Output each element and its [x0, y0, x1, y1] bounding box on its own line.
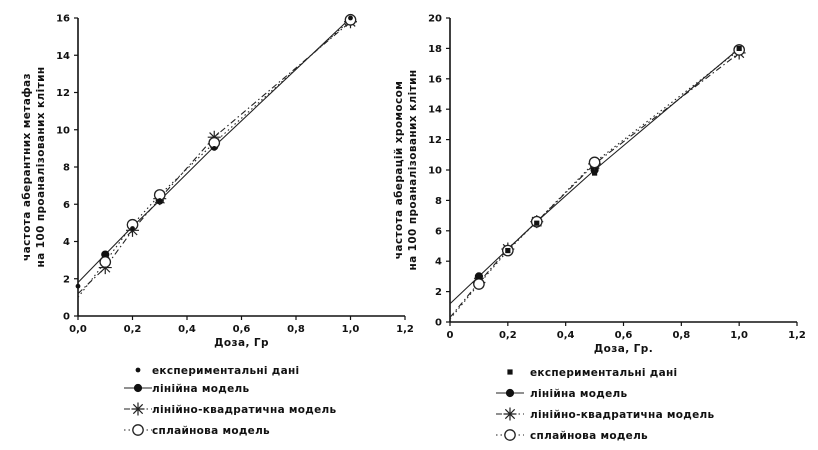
y-tick-label: 16 — [428, 74, 442, 85]
x-tick-label: 0,4 — [557, 330, 575, 341]
y-axis-label-line2: на 100 проаналізованих клітин — [35, 66, 47, 267]
y-tick-label: 8 — [435, 196, 442, 207]
x-tick-label: 0,4 — [178, 324, 196, 335]
y-tick-label: 0 — [435, 318, 442, 329]
x-tick-label: 0,2 — [124, 324, 142, 335]
legend-item: сплайнова модель — [124, 424, 270, 437]
x-tick-label: 1,2 — [396, 324, 414, 335]
legend-marker — [503, 407, 517, 421]
legend: експериментальні дані лінійна модель ліній… — [496, 367, 714, 442]
series-line — [449, 52, 740, 318]
y-tick-label: 10 — [56, 125, 70, 136]
y-axis-label-line1: частота аберацій хромосом — [393, 81, 405, 260]
legend-label: лінійна модель — [530, 388, 627, 400]
x-tick-label: 0,0 — [69, 324, 87, 335]
legend-item: лінійна модель — [496, 388, 627, 400]
legend-label: сплайнова модель — [152, 425, 270, 437]
legend-label: експериментальні дані — [152, 365, 299, 377]
x-tick-label: 1,2 — [788, 330, 806, 341]
experimental-point — [591, 170, 598, 176]
y-tick-label: 12 — [56, 88, 70, 99]
legend-marker — [507, 369, 513, 375]
legend-marker — [135, 367, 141, 373]
data-point — [588, 156, 601, 169]
legend-label: експериментальні дані — [530, 367, 677, 379]
x-tick-label: 0,8 — [287, 324, 305, 335]
legend-item: лінійно-квадратична модель — [124, 402, 336, 416]
x-tick-label: 0,8 — [672, 330, 690, 341]
experimental-point — [476, 273, 482, 279]
experimental-point — [102, 252, 108, 257]
y-tick-label: 2 — [63, 274, 70, 285]
y-tick-label: 4 — [63, 237, 70, 248]
legend-label: лінійно-квадратична модель — [152, 404, 336, 416]
experimental-point — [736, 45, 742, 51]
y-tick-label: 0 — [63, 312, 70, 323]
data-point — [99, 256, 112, 268]
legend-label: лінійно-квадратична модель — [530, 409, 714, 421]
experimental-point — [505, 247, 511, 254]
series-line — [449, 49, 740, 320]
series-line — [77, 21, 351, 295]
x-tick-label: 0,2 — [499, 330, 517, 341]
experimental-point — [348, 15, 353, 21]
chart-right: 0 0,2 0,4 0,6 0,8 1,0 1,2 0 2 4 6 8 10 12 14 16 18 20 Доза… — [393, 14, 806, 443]
legend-label: сплайнова модель — [530, 430, 648, 442]
y-tick-label: 20 — [428, 14, 442, 25]
y-tick-label: 16 — [56, 14, 70, 25]
chart-left: 0,0 0,2 0,4 0,6 0,8 1,0 1,2 0 2 4 6 8 10 12 14 16 Доза, … — [21, 14, 414, 438]
y-tick-label: 4 — [435, 257, 442, 268]
y-tick-label: 8 — [63, 163, 70, 174]
legend-label: лінійна модель — [152, 383, 249, 395]
legend-marker — [132, 424, 144, 436]
legend-item: лінійно-квадратична модель — [496, 407, 714, 421]
y-tick-label: 2 — [435, 287, 442, 298]
legend-marker — [131, 402, 145, 416]
x-tick-label: 0,6 — [233, 324, 251, 335]
y-tick-label: 18 — [428, 44, 442, 55]
experimental-point — [211, 145, 217, 151]
legend-item: лінійна модель — [124, 383, 249, 395]
x-tick-label: 1,0 — [342, 324, 360, 335]
x-tick-label: 1,0 — [730, 330, 748, 341]
legend-item: експериментальні дані — [135, 365, 299, 377]
legend: експериментальні дані лінійна модель ліній… — [124, 365, 336, 437]
legend-item: експериментальні дані — [507, 367, 677, 379]
y-tick-label: 10 — [428, 166, 442, 177]
x-axis-label: Доза, Гр. — [594, 343, 653, 355]
experimental-point — [130, 226, 135, 231]
legend-marker — [133, 383, 143, 393]
x-tick-label: 0,6 — [615, 330, 633, 341]
y-tick-label: 14 — [56, 51, 70, 62]
experimental-point — [534, 220, 540, 226]
y-axis-label-line1: частота аберантних метафаз — [21, 73, 33, 261]
series-line — [77, 19, 351, 298]
experimental-point — [157, 198, 163, 203]
y-tick-label: 12 — [428, 135, 442, 146]
experimental-point — [75, 283, 81, 289]
legend-marker — [505, 388, 515, 398]
y-axis-label-line2: на 100 проаналізованих клітин — [407, 69, 419, 270]
y-tick-label: 6 — [63, 200, 70, 211]
x-axis-label: Доза, Гр — [214, 337, 269, 349]
legend-marker — [504, 429, 516, 441]
x-tick-label: 0 — [447, 330, 454, 341]
y-tick-label: 14 — [428, 105, 442, 116]
legend-item: сплайнова модель — [496, 429, 648, 442]
y-tick-label: 6 — [435, 226, 442, 237]
data-point — [473, 278, 485, 290]
